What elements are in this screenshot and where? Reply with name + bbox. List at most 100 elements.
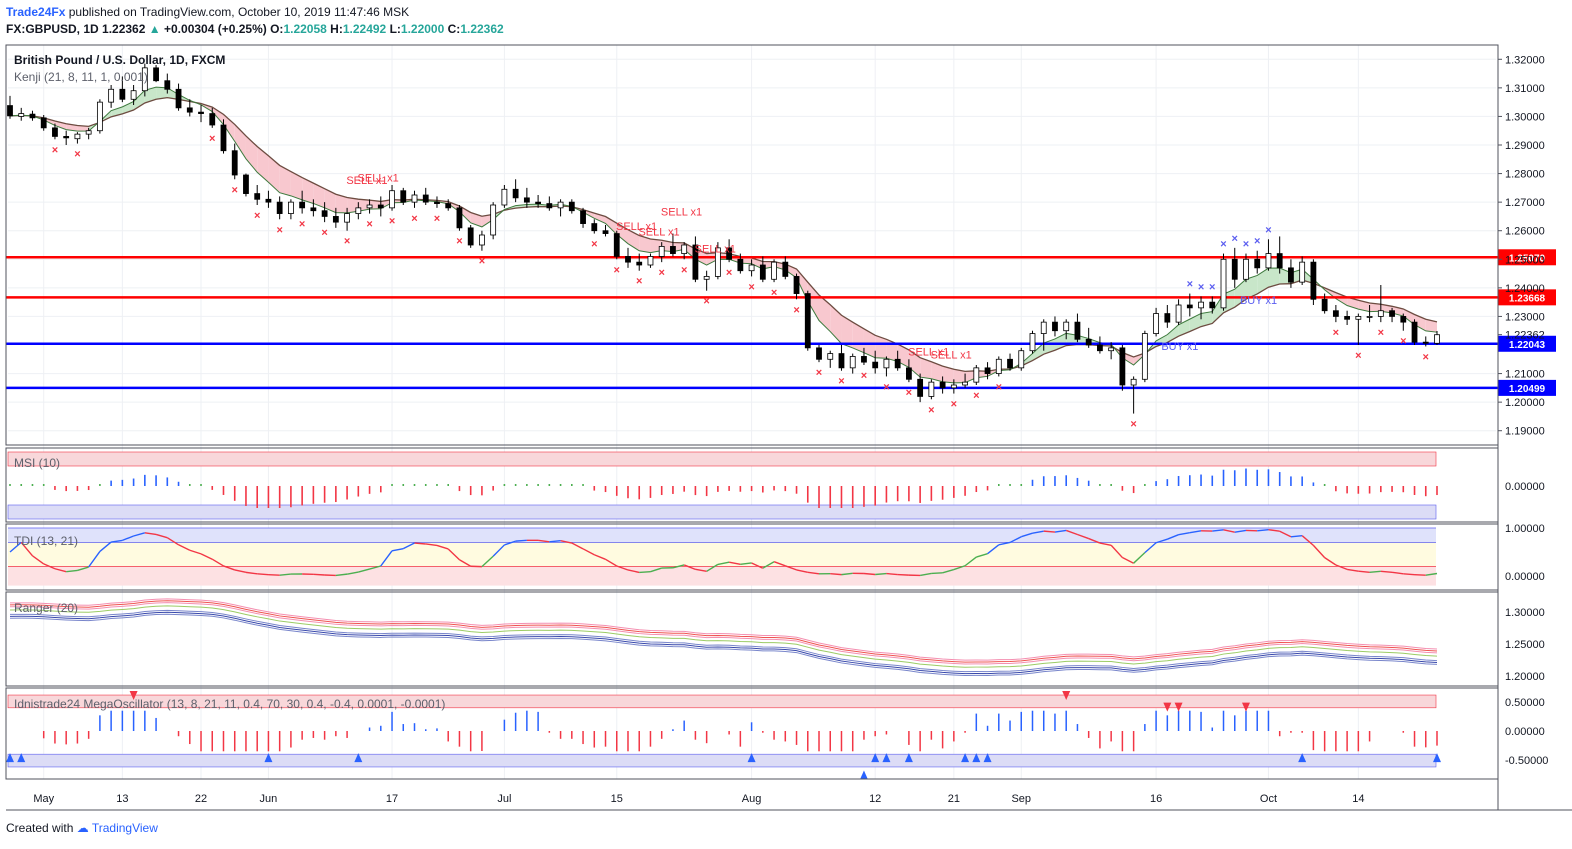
- mega-axis-label: -0.50000: [1505, 755, 1548, 767]
- price-tick-label: 1.31000: [1505, 83, 1545, 95]
- ranger-line: [9, 600, 1438, 663]
- kenji-cloud-segment: [605, 216, 617, 235]
- tdi-line-segment: [1414, 573, 1426, 576]
- tdi-line-segment: [1268, 528, 1280, 532]
- mega-buy-arrow-icon: [6, 753, 14, 763]
- sell-cross-mark: ×: [1400, 336, 1406, 348]
- high-label: H:: [330, 22, 343, 36]
- candle-bull: [658, 246, 665, 257]
- tdi-line-segment: [122, 535, 134, 542]
- mega-buy-arrow-icon: [904, 753, 913, 763]
- candle-bear: [422, 194, 429, 203]
- candle-bear: [434, 201, 440, 204]
- kenji-cloud-segment: [279, 165, 291, 196]
- candle-bear: [321, 210, 328, 217]
- candle-bull: [1265, 253, 1272, 269]
- candle-bear: [625, 256, 631, 263]
- ranger-line: [9, 613, 1438, 677]
- sell-cross-mark: ×: [658, 267, 664, 279]
- tdi-line-segment: [740, 562, 752, 565]
- candle-bear: [1344, 316, 1351, 320]
- sell-cross-mark: ×: [771, 287, 777, 299]
- price-tick-label: 1.25000: [1505, 254, 1545, 266]
- tdi-line-segment: [920, 572, 932, 577]
- tdi-line-segment: [1425, 572, 1438, 576]
- price-change: +0.00304 (+0.25%): [164, 22, 267, 36]
- created-with-text: Created with: [6, 821, 74, 835]
- sell-cross-mark: ×: [479, 256, 485, 268]
- tdi-line-segment: [1234, 529, 1247, 533]
- sell-cross-mark: ×: [389, 216, 395, 228]
- candle-bull: [344, 213, 350, 223]
- tdi-line-segment: [1290, 534, 1303, 538]
- price-tick-label: 1.20000: [1505, 397, 1545, 409]
- level-price-tag: [1498, 379, 1556, 396]
- candle-bull: [647, 256, 654, 266]
- time-axis[interactable]: May 13 22 Jun 17 Jul 15 Aug 12 21 Sep 16 Oct 14: [33, 793, 1364, 805]
- msi-pane-label[interactable]: MSI (10): [14, 456, 60, 470]
- mega-oscillator-pane-label[interactable]: Idnistrade24 MegaOscillator (13, 8, 21, …: [14, 697, 445, 711]
- mega-buy-arrow-icon: [264, 753, 273, 763]
- kenji-cloud-segment: [1425, 319, 1437, 333]
- tdi-line-segment: [751, 562, 764, 569]
- price-tick-label: 1.27000: [1505, 197, 1545, 209]
- date-tick: Jul: [497, 793, 511, 805]
- candle-bear: [220, 124, 227, 152]
- candle-bull: [883, 358, 890, 369]
- candle-bear: [231, 150, 238, 176]
- tdi-line-segment: [650, 567, 662, 573]
- ranger-line: [9, 602, 1438, 665]
- kenji-cloud-segment: [257, 146, 269, 183]
- ranger-pane-label[interactable]: Ranger (20): [14, 601, 78, 615]
- candle-bear: [782, 261, 789, 277]
- kenji-cloud-segment: [324, 188, 336, 213]
- mega-sell-arrow-icon: [1062, 691, 1071, 701]
- tdi-pane-label[interactable]: TDI (13, 21): [14, 534, 78, 548]
- candle-bear: [636, 261, 643, 266]
- price-tick-label: 1.23000: [1505, 311, 1545, 323]
- tdi-line-segment: [1301, 535, 1314, 546]
- date-tick: Sep: [1011, 793, 1031, 805]
- pane-frames: [5, 44, 1572, 811]
- tdi-line-segment: [1043, 530, 1056, 533]
- tdi-line-segment: [582, 548, 595, 556]
- tdi-line-segment: [313, 573, 325, 576]
- candle-bull: [1243, 258, 1249, 280]
- horizontal-levels[interactable]: 1.25070 1.23668 1.22043 1.20499: [6, 249, 1556, 396]
- tdi-line-segment: [1088, 537, 1101, 544]
- tdi-line-segment: [166, 537, 179, 546]
- candle-bull: [681, 244, 688, 254]
- candle-bear: [905, 367, 912, 380]
- buy-cross-mark: ×: [1209, 281, 1215, 293]
- tradingview-logo-icon[interactable]: ☁: [76, 821, 89, 835]
- tdi-line-segment: [987, 544, 1000, 555]
- publisher-name[interactable]: Trade24Fx: [6, 5, 66, 19]
- tdi-line-segment: [897, 573, 909, 576]
- kenji-indicator-label[interactable]: Kenji (21, 8, 11, 1, 0.001): [14, 70, 148, 84]
- tdi-line-segment: [571, 542, 584, 550]
- candles-layer: [7, 63, 1440, 414]
- tdi-line-segment: [1358, 570, 1370, 573]
- tdi-line-segment: [1133, 552, 1146, 564]
- tdi-line-segment: [594, 554, 606, 560]
- close-label: C:: [447, 22, 461, 36]
- candle-bear: [1119, 347, 1126, 386]
- change-up-icon: ▲: [148, 22, 161, 36]
- buy-cross-mark: ×: [1254, 236, 1260, 248]
- tdi-line-segment: [492, 544, 505, 557]
- buy-cross-mark: ×: [1187, 279, 1193, 291]
- low-value: 1.22000: [400, 22, 445, 36]
- candle-bull: [1018, 350, 1025, 369]
- tdi-line-segment: [785, 565, 797, 571]
- mega-lower-band: [7, 753, 1437, 768]
- candle-bear: [1186, 304, 1193, 309]
- price-axis[interactable]: 1.32000 1.31000 1.30000 1.29000 1.28000 1.270…: [1498, 54, 1548, 767]
- candle-bear: [1400, 316, 1407, 323]
- tdi-line-segment: [77, 566, 89, 572]
- tradingview-brand[interactable]: TradingView: [91, 821, 158, 835]
- tdi-line-segment: [1032, 530, 1044, 534]
- tdi-line-segment: [627, 569, 640, 574]
- tdi-line-segment: [20, 541, 34, 557]
- sell-cross-mark: ×: [703, 296, 709, 308]
